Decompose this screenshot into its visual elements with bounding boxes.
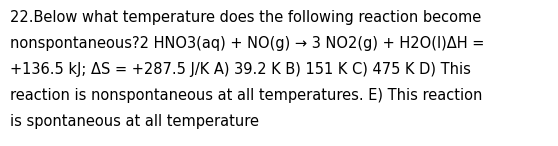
Text: reaction is nonspontaneous at all temperatures. E) This reaction: reaction is nonspontaneous at all temper…	[10, 88, 482, 103]
Text: 22.Below what temperature does the following reaction become: 22.Below what temperature does the follo…	[10, 10, 481, 25]
Text: +136.5 kJ; ΔS = +287.5 J/K A) 39.2 K B) 151 K C) 475 K D) This: +136.5 kJ; ΔS = +287.5 J/K A) 39.2 K B) …	[10, 62, 471, 77]
Text: nonspontaneous?2 HNO3(aq) + NO(g) → 3 NO2(g) + H2O(l)ΔH =: nonspontaneous?2 HNO3(aq) + NO(g) → 3 NO…	[10, 36, 484, 51]
Text: is spontaneous at all temperature: is spontaneous at all temperature	[10, 114, 259, 129]
